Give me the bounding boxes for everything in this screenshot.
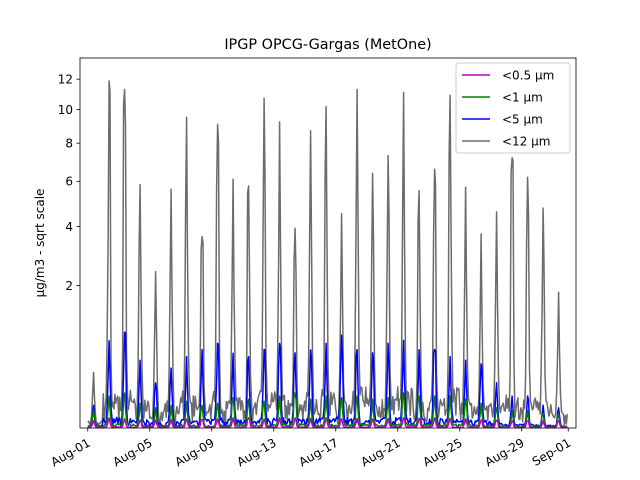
legend-box [455, 62, 571, 154]
legend-item: <12 µm [462, 135, 550, 149]
series-line-0 [87, 417, 568, 429]
series-line-3 [87, 80, 569, 427]
y-tick-label: 6 [65, 175, 73, 189]
plot-area [79, 57, 577, 429]
series-layer [87, 80, 569, 429]
y-tick-label: 4 [65, 220, 73, 234]
y-tick-label: 12 [58, 72, 73, 86]
y-axis-label: µg/m3 - sqrt scale [33, 189, 47, 298]
legend-item: <1 µm [462, 91, 543, 105]
legend-label: <5 µm [502, 113, 543, 127]
legend-label: <1 µm [502, 91, 543, 105]
legend-label: <0.5 µm [502, 69, 554, 83]
legend-item: <5 µm [462, 113, 543, 127]
chart-title: IPGP OPCG-Gargas (MetOne) [224, 37, 431, 53]
legend-item: <0.5 µm [462, 69, 554, 83]
legend-label: <12 µm [502, 135, 550, 149]
series-line-1 [87, 392, 568, 429]
axes-frame [79, 57, 577, 429]
y-tick-label: 10 [58, 103, 73, 117]
legend: <0.5 µm <1 µm <5 µm <12 µm [455, 62, 571, 154]
y-axis: 2 4 6 8 10 12 [58, 72, 80, 293]
y-tick-label: 8 [65, 136, 73, 150]
y-tick-label: 2 [65, 279, 73, 293]
